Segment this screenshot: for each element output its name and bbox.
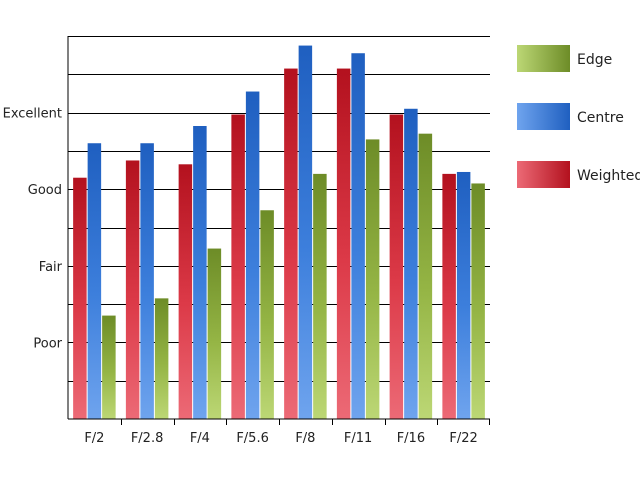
bar-edge-f-8 xyxy=(313,173,327,419)
bar-centre-f-8 xyxy=(298,45,313,419)
bar-centre-f-4 xyxy=(193,126,207,419)
bar-edge-f-2 xyxy=(102,315,116,419)
legend-label-weighted: Weighted xyxy=(577,168,640,184)
legend: Edge Centre Weighted xyxy=(517,45,640,188)
bar-weighted-f-11 xyxy=(336,68,351,419)
bar-weighted-f-2 xyxy=(73,177,87,419)
bar-edge-f-5-6 xyxy=(260,210,274,419)
x-tick-label: F/16 xyxy=(397,431,425,446)
x-tick-label: F/2 xyxy=(84,431,104,446)
bar-edge-f-4 xyxy=(207,248,222,419)
bar-centre-f-16 xyxy=(404,108,418,420)
legend-swatch-centre xyxy=(517,103,570,130)
y-tick-label: Excellent xyxy=(3,107,62,122)
bar-centre-f-2 xyxy=(87,143,102,420)
legend-label-centre: Centre xyxy=(577,110,624,126)
bar-weighted-f-2-8 xyxy=(125,160,140,419)
bar-centre-f-11 xyxy=(351,53,365,419)
y-tick-label: Poor xyxy=(33,336,62,351)
bar-edge-f-2-8 xyxy=(154,298,169,419)
bar-weighted-f-4 xyxy=(178,164,193,419)
x-tick-labels: F/2 F/2.8 F/4 F/5.6 F/8 F/11 F/16 F/22 xyxy=(84,419,490,446)
bar-weighted-f-8 xyxy=(284,68,298,419)
y-tick-label: Good xyxy=(28,183,62,198)
bar-centre-f-22 xyxy=(456,171,471,419)
y-tick-label: Fair xyxy=(39,260,63,275)
x-tick-label: F/5.6 xyxy=(236,431,269,446)
bar-weighted-f-5-6 xyxy=(231,114,245,419)
x-tick-label: F/2.8 xyxy=(131,431,164,446)
bar-edge-f-16 xyxy=(418,133,433,420)
legend-swatch-edge xyxy=(517,45,570,72)
x-tick-label: F/4 xyxy=(190,431,210,446)
bars xyxy=(73,45,485,420)
bar-centre-f-5-6 xyxy=(245,91,260,419)
bar-weighted-f-22 xyxy=(442,173,456,419)
bar-edge-f-11 xyxy=(365,139,380,419)
x-tick-label: F/11 xyxy=(344,431,372,446)
x-tick-label: F/8 xyxy=(295,431,315,446)
legend-swatch-weighted xyxy=(517,161,570,188)
x-tick-label: F/22 xyxy=(449,431,477,446)
y-tick-labels: Poor Fair Good Excellent xyxy=(3,107,63,352)
bar-edge-f-22 xyxy=(471,183,485,419)
bar-weighted-f-16 xyxy=(389,114,404,419)
bar-centre-f-2-8 xyxy=(140,143,154,420)
legend-label-edge: Edge xyxy=(577,52,612,68)
